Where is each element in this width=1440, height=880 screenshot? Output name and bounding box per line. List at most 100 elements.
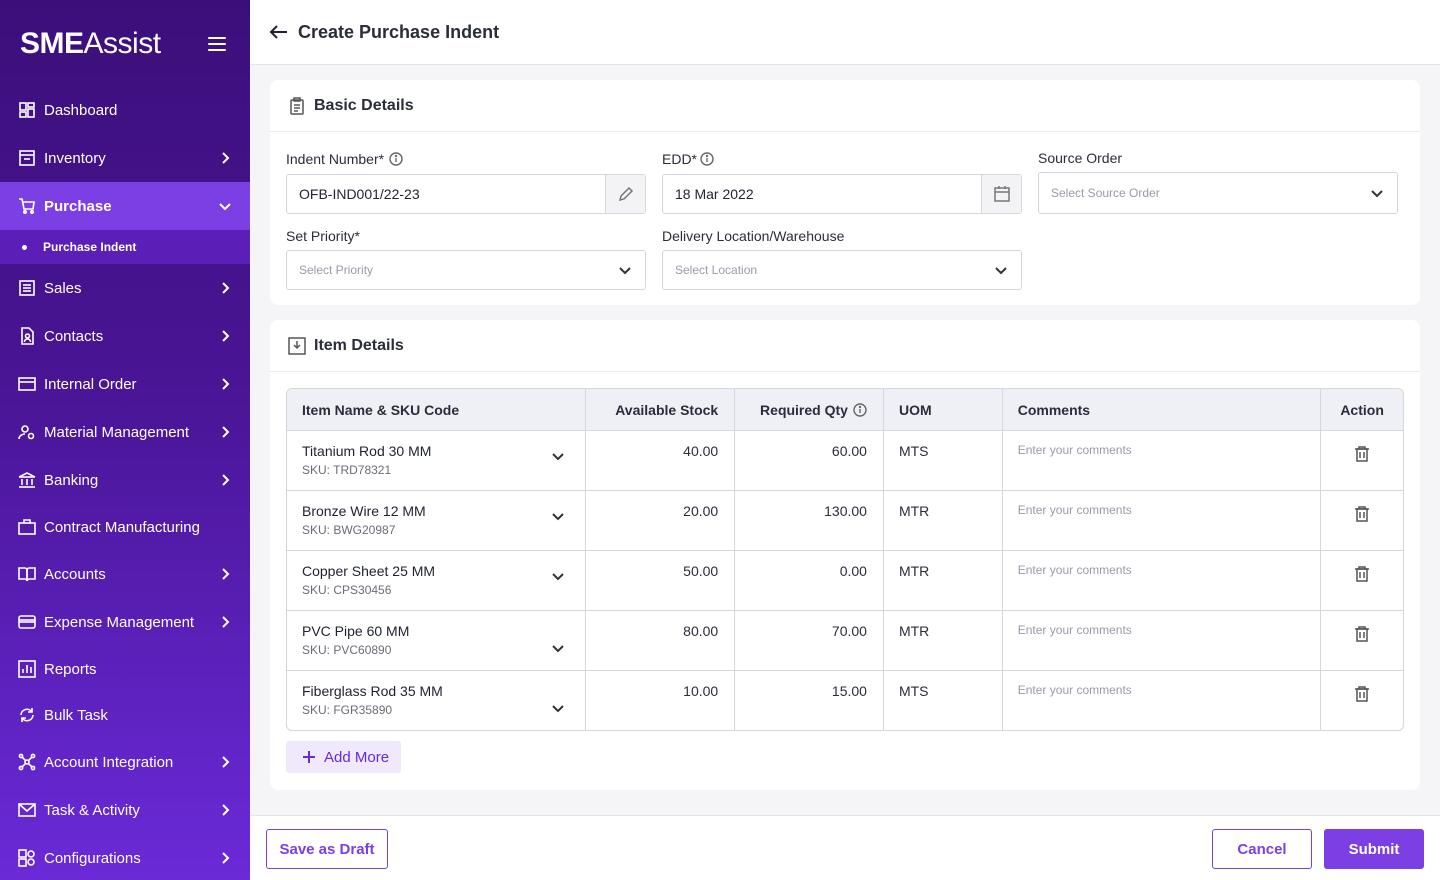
back-arrow-icon[interactable]	[268, 21, 290, 43]
trash-icon[interactable]	[1353, 685, 1371, 730]
location-placeholder: Select Location	[675, 263, 758, 277]
edit-pencil-icon[interactable]	[605, 175, 645, 213]
download-box-icon	[288, 336, 306, 355]
inventory-icon	[18, 149, 36, 167]
item-select[interactable]: Fiberglass Rod 35 MM SKU: FGR35890	[287, 671, 585, 730]
info-icon[interactable]	[853, 402, 867, 417]
save-draft-button[interactable]: Save as Draft	[266, 829, 388, 869]
sidebar-item-internal-order[interactable]: Internal Order	[0, 362, 250, 406]
item-select[interactable]: Bronze Wire 12 MM SKU: BWG20987	[287, 491, 585, 550]
report-icon	[18, 660, 36, 678]
cancel-button[interactable]: Cancel	[1212, 829, 1312, 869]
required-qty-input[interactable]: 15.00	[734, 671, 883, 730]
indent-number-label-row: Indent Number*	[286, 150, 403, 168]
trash-icon[interactable]	[1353, 625, 1371, 670]
page-header: Create Purchase Indent	[250, 0, 1440, 65]
required-qty-input[interactable]: 0.00	[734, 551, 883, 610]
source-order-select[interactable]: Select Source Order	[1038, 172, 1398, 214]
indent-number-label: Indent Number*	[286, 151, 385, 167]
edd-date-field[interactable]: 18 Mar 2022	[662, 174, 1022, 214]
comments-input[interactable]: Enter your comments	[1001, 611, 1320, 670]
card-icon	[18, 375, 36, 393]
indent-number-field[interactable]: OFB-IND001/22-23	[286, 174, 646, 214]
sidebar-item-accounts[interactable]: Accounts	[0, 552, 250, 596]
sidebar-item-label: Configurations	[44, 849, 141, 867]
sidebar-item-contract-manufacturing[interactable]: Contract Manufacturing	[0, 505, 250, 549]
item-select[interactable]: Titanium Rod 30 MM SKU: TRD78321	[287, 431, 585, 490]
comments-input[interactable]: Enter your comments	[1001, 551, 1320, 610]
comments-input[interactable]: Enter your comments	[1001, 431, 1320, 490]
sidebar-item-label: Reports	[44, 660, 97, 678]
chevron-down-icon	[551, 641, 565, 655]
source-order-placeholder: Select Source Order	[1051, 186, 1160, 200]
trash-icon[interactable]	[1353, 505, 1371, 550]
sidebar-item-material-management[interactable]: Material Management	[0, 410, 250, 454]
uom-value: MTR	[882, 611, 1002, 670]
chevron-right-icon	[218, 755, 232, 769]
sidebar-item-reports[interactable]: Reports	[0, 647, 250, 691]
sidebar-item-banking[interactable]: Banking	[0, 458, 250, 502]
sidebar-item-label: Accounts	[44, 565, 106, 583]
sidebar-item-label: Contract Manufacturing	[44, 518, 200, 536]
sidebar-item-purchase[interactable]: Purchase	[0, 182, 250, 230]
sidebar-item-label: Expense Management	[44, 613, 195, 631]
priority-select[interactable]: Select Priority	[286, 250, 646, 290]
available-stock: 80.00	[585, 611, 734, 670]
location-select[interactable]: Select Location	[662, 250, 1022, 290]
column-header-action: Action	[1320, 389, 1403, 430]
sidebar-item-contacts[interactable]: Contacts	[0, 314, 250, 358]
chevron-right-icon	[218, 281, 232, 295]
sidebar-item-inventory[interactable]: Inventory	[0, 136, 250, 180]
menu-toggle-icon[interactable]	[208, 37, 226, 51]
info-icon[interactable]	[389, 152, 403, 166]
sidebar-item-dashboard[interactable]: Dashboard	[0, 88, 250, 132]
item-sku: SKU: BWG20987	[302, 523, 396, 537]
sidebar-item-sales[interactable]: Sales	[0, 266, 250, 310]
table-row: Fiberglass Rod 35 MM SKU: FGR35890 10.00 …	[287, 670, 1403, 730]
item-sku: SKU: PVC60890	[302, 643, 392, 657]
required-qty-input[interactable]: 60.00	[734, 431, 883, 490]
required-qty-input[interactable]: 70.00	[734, 611, 883, 670]
sidebar-item-label: Sales	[44, 279, 82, 297]
chevron-down-icon	[218, 199, 232, 213]
required-qty-input[interactable]: 130.00	[734, 491, 883, 550]
submit-button[interactable]: Submit	[1324, 829, 1424, 869]
sidebar-item-label: Dashboard	[44, 101, 118, 119]
table-row: Titanium Rod 30 MM SKU: TRD78321 40.00 60…	[287, 430, 1403, 490]
comments-input[interactable]: Enter your comments	[1001, 491, 1320, 550]
trash-icon[interactable]	[1353, 445, 1371, 490]
chevron-right-icon	[218, 803, 232, 817]
comments-input[interactable]: Enter your comments	[1001, 671, 1320, 730]
sidebar-item-expense-management[interactable]: Expense Management	[0, 600, 250, 644]
add-more-button[interactable]: Add More	[286, 741, 402, 773]
material-icon	[18, 423, 36, 441]
sidebar-subitem-purchase-indent[interactable]: Purchase Indent	[0, 230, 250, 264]
available-stock: 50.00	[585, 551, 734, 610]
info-icon[interactable]	[700, 152, 714, 166]
sidebar-item-bulk-task[interactable]: Bulk Task	[0, 693, 250, 737]
chevron-right-icon	[218, 567, 232, 581]
chevron-down-icon	[551, 449, 565, 463]
item-details-title: Item Details	[314, 336, 404, 354]
config-icon	[18, 849, 36, 867]
mail-icon	[18, 801, 36, 819]
indent-number-value: OFB-IND001/22-23	[299, 186, 420, 202]
item-details-header: Item Details	[270, 320, 1420, 372]
priority-label: Set Priority*	[286, 228, 360, 244]
dashboard-icon	[18, 101, 36, 119]
calendar-icon[interactable]	[981, 175, 1021, 213]
chevron-down-icon	[551, 509, 565, 523]
trash-icon[interactable]	[1353, 565, 1371, 610]
form-footer: Save as Draft Cancel Submit	[250, 815, 1440, 880]
sidebar-item-task-activity[interactable]: Task & Activity	[0, 788, 250, 832]
location-label: Delivery Location/Warehouse	[662, 228, 845, 244]
sidebar-item-account-integration[interactable]: Account Integration	[0, 740, 250, 784]
item-select[interactable]: Copper Sheet 25 MM SKU: CPS30456	[287, 551, 585, 610]
item-select[interactable]: PVC Pipe 60 MM SKU: PVC60890	[287, 611, 585, 670]
available-stock: 40.00	[585, 431, 734, 490]
table-row: Bronze Wire 12 MM SKU: BWG20987 20.00 130…	[287, 490, 1403, 550]
item-sku: SKU: FGR35890	[302, 703, 393, 717]
action-cell	[1320, 431, 1403, 490]
sidebar-item-configurations[interactable]: Configurations	[0, 836, 250, 880]
app-logo: SMEAssist	[20, 27, 161, 60]
